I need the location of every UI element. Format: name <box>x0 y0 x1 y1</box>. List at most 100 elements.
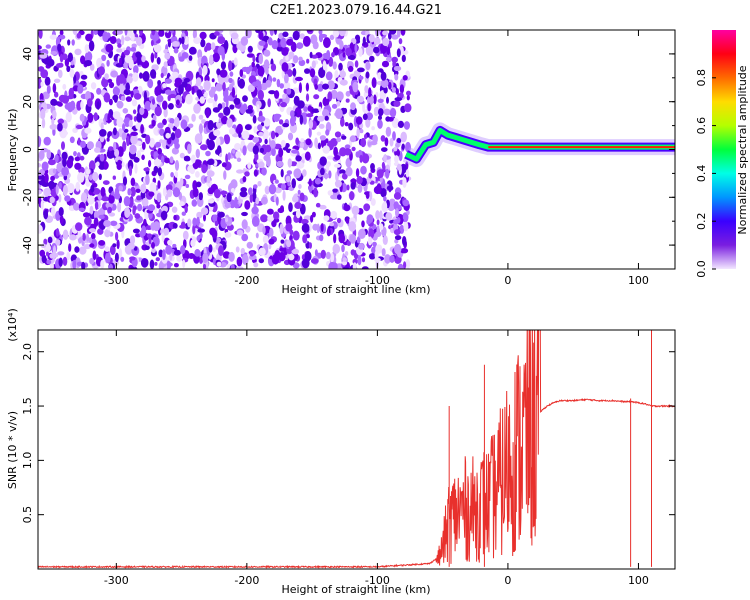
noise-blob <box>373 37 381 45</box>
noise-blob <box>38 136 41 147</box>
noise-blob <box>84 127 92 134</box>
noise-blob <box>249 193 253 203</box>
noise-blob <box>230 264 235 269</box>
noise-blob <box>97 228 104 235</box>
x-tick-label: 100 <box>628 574 649 587</box>
noise-blob <box>93 217 99 227</box>
noise-blob <box>258 258 264 264</box>
noise-blob <box>125 82 130 92</box>
noise-blob <box>232 149 236 154</box>
noise-blob <box>334 179 342 188</box>
noise-blob <box>345 98 350 103</box>
snr-x-axis-label: Height of straight line (km) <box>281 583 430 596</box>
noise-blob <box>49 34 57 40</box>
noise-blob <box>310 214 314 223</box>
noise-blob <box>121 132 127 141</box>
noise-blob <box>193 37 202 44</box>
noise-blob <box>294 202 302 209</box>
noise-blob <box>281 69 285 79</box>
noise-blob <box>348 122 354 131</box>
noise-blob <box>169 118 175 124</box>
noise-blob <box>52 253 59 258</box>
noise-blob <box>51 206 56 216</box>
noise-blob <box>141 225 147 237</box>
noise-blob <box>281 47 289 56</box>
noise-blob <box>61 95 70 104</box>
noise-blob <box>402 75 408 81</box>
noise-blob <box>98 214 105 220</box>
noise-blob <box>213 31 220 36</box>
x-tick-label: 0 <box>504 574 511 587</box>
noise-blob <box>86 233 89 242</box>
noise-blob <box>82 212 90 218</box>
noise-blob <box>405 169 410 178</box>
noise-blob <box>130 90 134 98</box>
noise-blob <box>274 186 282 194</box>
noise-blob <box>263 59 270 70</box>
noise-blob <box>192 161 199 169</box>
noise-blob <box>358 47 363 57</box>
noise-blob <box>228 60 233 72</box>
noise-blob <box>203 214 206 222</box>
noise-blob <box>143 167 150 172</box>
noise-blob <box>278 251 286 262</box>
noise-blob <box>142 71 150 82</box>
noise-blob <box>381 60 390 68</box>
noise-blob <box>223 170 227 180</box>
noise-blob <box>122 108 129 114</box>
noise-blob <box>259 147 264 153</box>
colorbar-tick-label: 0.4 <box>695 165 708 183</box>
colorbar-gradient <box>712 30 736 269</box>
noise-blob <box>196 216 200 227</box>
noise-blob <box>349 234 357 244</box>
noise-blob <box>241 130 250 140</box>
noise-blob <box>220 190 228 195</box>
noise-blob <box>235 266 244 269</box>
noise-blob <box>199 31 207 40</box>
noise-blob <box>132 206 136 216</box>
noise-blob <box>209 227 217 236</box>
noise-blob <box>95 161 100 167</box>
noise-blob <box>168 93 177 99</box>
noise-blob <box>206 138 210 146</box>
noise-blob <box>146 233 153 239</box>
noise-blob <box>184 205 188 214</box>
noise-blob <box>172 222 178 229</box>
noise-blob <box>133 246 138 251</box>
noise-blob <box>46 149 52 159</box>
noise-blob <box>267 208 274 215</box>
noise-blob <box>244 124 252 131</box>
noise-blob <box>205 108 210 119</box>
noise-blob <box>268 184 277 195</box>
noise-blob <box>116 239 120 250</box>
noise-blob <box>162 187 167 197</box>
noise-blob <box>400 30 406 36</box>
noise-blob <box>99 129 107 137</box>
noise-blob <box>402 213 408 221</box>
noise-blob <box>207 98 214 104</box>
noise-blob <box>271 147 276 157</box>
noise-blob <box>265 66 269 75</box>
noise-blob <box>148 160 152 168</box>
noise-blob <box>331 103 338 109</box>
noise-blob <box>215 82 223 92</box>
noise-blob <box>216 68 221 76</box>
noise-blob <box>66 158 74 169</box>
noise-blob <box>73 74 77 84</box>
noise-blob <box>131 99 138 107</box>
noise-blob <box>194 133 203 144</box>
noise-blob <box>44 76 51 86</box>
noise-blob <box>291 149 299 154</box>
noise-blob <box>301 112 308 119</box>
noise-blob <box>165 132 171 139</box>
noise-blob <box>212 52 220 63</box>
noise-blob <box>229 127 236 135</box>
noise-blob <box>380 188 387 198</box>
noise-blob <box>107 112 111 124</box>
noise-blob <box>311 108 320 113</box>
noise-blob <box>196 89 203 98</box>
noise-blob <box>108 195 115 204</box>
noise-blob <box>271 40 279 50</box>
noise-blob <box>230 179 238 189</box>
noise-blob <box>160 210 168 221</box>
